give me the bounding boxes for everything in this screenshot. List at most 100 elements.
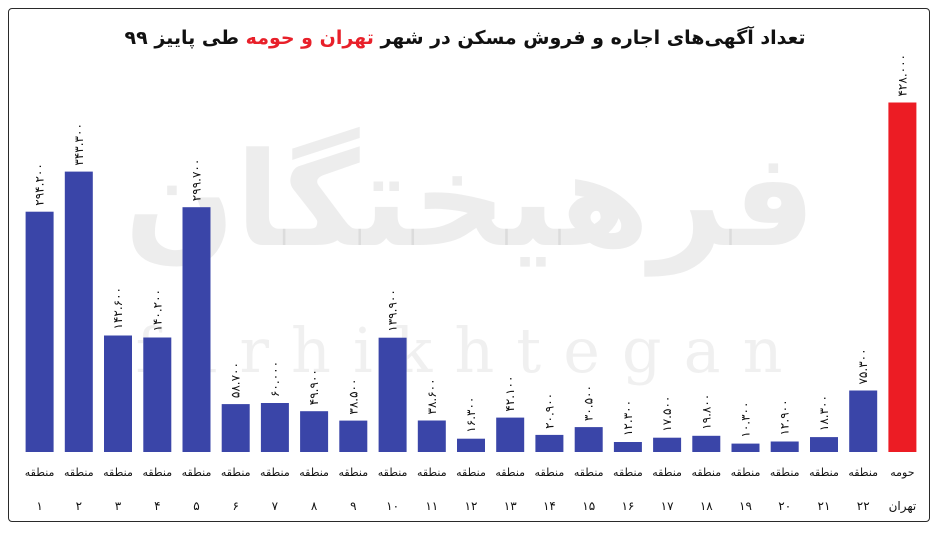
bar <box>182 207 211 452</box>
category-label: منطقه <box>182 466 212 479</box>
bar <box>64 171 93 452</box>
category-label: منطقه <box>338 466 368 479</box>
category-label: منطقه <box>64 466 94 479</box>
category-label: منطقه <box>142 466 172 479</box>
watermark: فرهیختگان farhikhtegan <box>124 124 815 387</box>
category-label: منطقه <box>299 466 329 479</box>
value-label: ۱۲.۹۰۰ <box>778 399 792 435</box>
category-number: ۱۵ <box>582 499 595 513</box>
value-label: ۱۸.۳۰۰ <box>817 395 831 431</box>
category-number: ۱۹ <box>739 499 752 513</box>
chart-frame <box>8 8 930 522</box>
category-number: ۶ <box>232 499 238 513</box>
chart-title-part: طی پاییز ۹۹ <box>125 27 246 49</box>
value-label: ۴۲.۱۰۰ <box>503 376 517 412</box>
value-label: ۱۰.۳۰۰ <box>739 402 753 438</box>
value-label: ۲۹۴.۲۰۰ <box>33 163 47 206</box>
category-label: منطقه <box>613 466 643 479</box>
category-label: منطقه <box>691 466 721 479</box>
value-label: ۵۸.۷۰۰ <box>229 362 243 398</box>
value-label: ۳۸.۶۰۰ <box>425 378 439 414</box>
value-label: ۱۹.۸۰۰ <box>699 394 713 430</box>
value-label: ۲۰.۹۰۰ <box>542 393 556 429</box>
category-number: ۵ <box>193 499 199 513</box>
value-label: ۶۰.۰۰۰ <box>268 361 282 397</box>
bar <box>535 434 564 452</box>
category-number: ۳ <box>115 499 122 513</box>
bar <box>692 435 721 452</box>
category-label: منطقه <box>809 466 839 479</box>
category-label: منطقه <box>535 466 565 479</box>
bar <box>457 438 485 452</box>
value-label: ۷۵.۳۰۰ <box>856 348 870 384</box>
category-label: حومه <box>890 466 914 479</box>
bar-highlight <box>888 102 917 452</box>
category-number: ۲۲ <box>857 499 870 513</box>
bar <box>496 417 525 452</box>
category-label: منطقه <box>417 466 447 479</box>
category-number: ۹ <box>350 499 356 513</box>
category-number: ۱ <box>36 499 42 513</box>
category-number: ۱۷ <box>661 499 674 513</box>
category-label: منطقه <box>221 466 251 479</box>
category-label: منطقه <box>770 466 800 479</box>
category-label: منطقه <box>652 466 682 479</box>
category-label: منطقه <box>574 466 604 479</box>
value-label: ۱۴۲.۶۰۰ <box>111 287 125 330</box>
bar <box>378 337 407 452</box>
bar <box>574 427 603 452</box>
value-label: ۳۸.۵۰۰ <box>346 379 360 415</box>
category-number: ۱۶ <box>621 499 634 513</box>
bar <box>339 420 368 452</box>
category-number: ۱۴ <box>543 499 556 513</box>
category-number: ۱۸ <box>700 499 713 513</box>
bar <box>300 411 329 452</box>
bar <box>770 441 799 452</box>
value-label: ۴۲۸.۰۰۰ <box>895 54 909 97</box>
bar <box>613 442 642 452</box>
chart-title-part: تعداد آگهی‌های اجاره و فروش مسکن در شهر <box>374 25 806 49</box>
value-labels-group: ۲۹۴.۲۰۰ ۳۴۳.۳۰۰ ۱۴۲.۶۰۰ ۱۴۰.۲۰۰ ۲۹۹.۷۰۰ ۵۸.۷۰… <box>33 54 910 438</box>
category-label: منطقه <box>456 466 486 479</box>
category-number: ۷ <box>272 499 279 513</box>
category-number: ۴ <box>154 499 160 513</box>
value-label: ۱۳۹.۹۰۰ <box>386 289 400 332</box>
bar <box>731 443 760 452</box>
category-number: تهران <box>889 499 917 514</box>
bar <box>25 211 54 452</box>
bar <box>417 420 446 452</box>
bar <box>221 404 250 452</box>
value-label: ۴۹.۹۰۰ <box>307 369 321 405</box>
bar <box>653 437 682 452</box>
category-label: منطقه <box>378 466 408 479</box>
category-number: ۲ <box>76 499 82 513</box>
category-number: ۲۱ <box>818 499 831 513</box>
bar <box>104 335 132 452</box>
value-label: ۳۴۳.۳۰۰ <box>72 123 86 166</box>
value-label: ۱۶.۳۰۰ <box>464 397 478 433</box>
category-label: منطقه <box>848 466 878 479</box>
value-label: ۱۴۰.۲۰۰ <box>150 289 164 332</box>
chart-title-part: تهران و حومه <box>246 27 374 49</box>
watermark-logo-text: فرهیختگان <box>124 124 815 277</box>
bars-group <box>25 102 917 452</box>
category-labels-group: منطقه ۱ منطقه ۲ منطقه ۳ منطقه ۴ منطقه ۵ منطقه ۶ منطق… <box>25 466 916 514</box>
bar <box>849 390 878 452</box>
bar <box>260 403 289 452</box>
value-label: ۱۷.۵۰۰ <box>660 396 674 432</box>
category-label: منطقه <box>260 466 290 479</box>
category-number: ۱۱ <box>425 499 438 513</box>
category-label: منطقه <box>103 466 133 479</box>
watermark-latin-text: farhikhtegan <box>136 314 805 387</box>
category-label: منطقه <box>25 466 55 479</box>
category-number: ۸ <box>311 499 318 513</box>
category-label: منطقه <box>495 466 525 479</box>
category-label: منطقه <box>731 466 761 479</box>
category-number: ۱۰ <box>386 499 399 513</box>
value-label: ۳۰.۵۰۰ <box>582 385 596 421</box>
value-label: ۱۲.۳۰۰ <box>621 400 635 436</box>
category-number: ۲۰ <box>778 499 791 513</box>
value-label: ۲۹۹.۷۰۰ <box>190 159 204 202</box>
category-number: ۱۲ <box>465 499 478 513</box>
